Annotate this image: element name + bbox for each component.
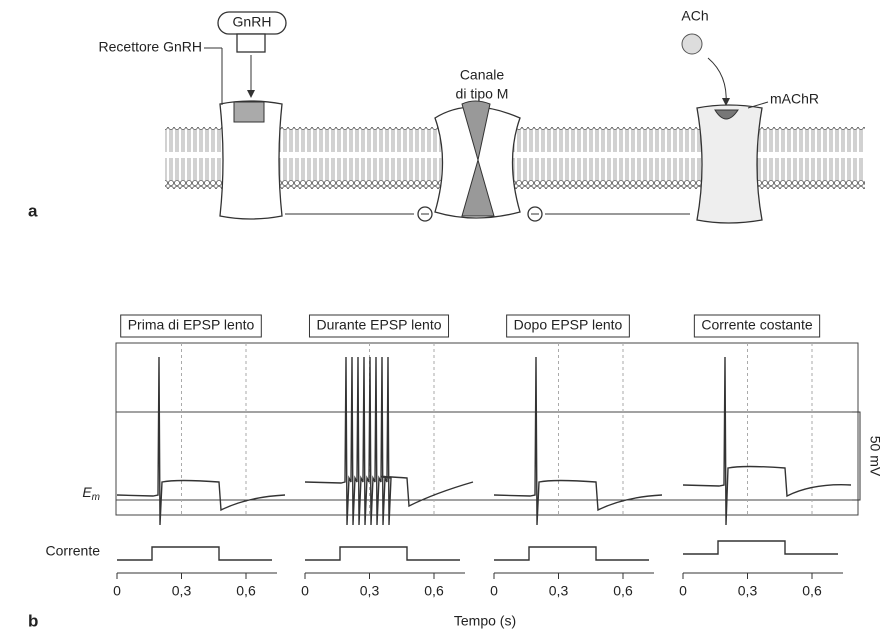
- machr-label: mAChR: [770, 91, 819, 107]
- voltage-trace: [116, 356, 286, 526]
- x-tick-label: 0: [113, 583, 121, 599]
- condition-label: Prima di EPSP lento: [128, 317, 255, 333]
- current-label: Corrente: [46, 543, 101, 559]
- arrowhead: [247, 90, 255, 98]
- panel-label: b: [28, 611, 38, 630]
- x-tick-label: 0,6: [613, 583, 633, 599]
- channel-label: Canale: [460, 67, 505, 83]
- x-tick-label: 0: [490, 583, 498, 599]
- x-tick-label: 0,3: [549, 583, 569, 599]
- current-trace: [494, 546, 649, 561]
- condition-label: Dopo EPSP lento: [514, 317, 623, 333]
- frame: [115, 342, 859, 516]
- condition-box: [693, 314, 821, 338]
- voltage-trace: [304, 356, 474, 526]
- gnrh-stem: [236, 33, 266, 53]
- current-trace: [117, 546, 272, 561]
- current-trace: [305, 546, 460, 561]
- condition-box: [120, 314, 262, 338]
- leader: [747, 101, 769, 109]
- em-label: Em: [82, 484, 100, 503]
- condition-box: [506, 314, 630, 338]
- arrow: [707, 57, 727, 105]
- pore: [461, 100, 495, 217]
- ach-ligand: [681, 33, 703, 55]
- channel-label: di tipo M: [456, 86, 509, 102]
- x-tick-label: 0,3: [360, 583, 380, 599]
- condition-label: Corrente costante: [701, 317, 812, 333]
- scale-label: 50 mV: [867, 436, 883, 477]
- x-axis-label: Tempo (s): [454, 613, 516, 629]
- em-symbol: E: [82, 484, 92, 500]
- condition-box: [308, 314, 450, 338]
- gnrh-label: GnRH: [233, 14, 272, 30]
- x-tick-label: 0,3: [172, 583, 192, 599]
- em-subscript: m: [92, 492, 100, 503]
- panel-label: a: [28, 201, 38, 220]
- binding-site: [233, 101, 265, 123]
- scale-bar: [852, 411, 861, 501]
- condition-label: Durante EPSP lento: [316, 317, 441, 333]
- arrowhead: [722, 98, 730, 106]
- ach-label: ACh: [681, 8, 708, 24]
- current-trace: [683, 540, 838, 555]
- voltage-trace: [682, 356, 852, 526]
- x-tick-label: 0: [679, 583, 687, 599]
- x-tick-label: 0,3: [738, 583, 758, 599]
- x-tick-label: 0,6: [424, 583, 444, 599]
- machr: [696, 104, 763, 224]
- x-tick-label: 0: [301, 583, 309, 599]
- voltage-trace: [493, 356, 663, 526]
- gnrh-receptor: [219, 100, 283, 220]
- binding-site: [714, 109, 739, 120]
- x-tick-label: 0,6: [236, 583, 256, 599]
- x-tick-label: 0,6: [802, 583, 822, 599]
- gnrh-receptor-label: Recettore GnRH: [99, 39, 202, 55]
